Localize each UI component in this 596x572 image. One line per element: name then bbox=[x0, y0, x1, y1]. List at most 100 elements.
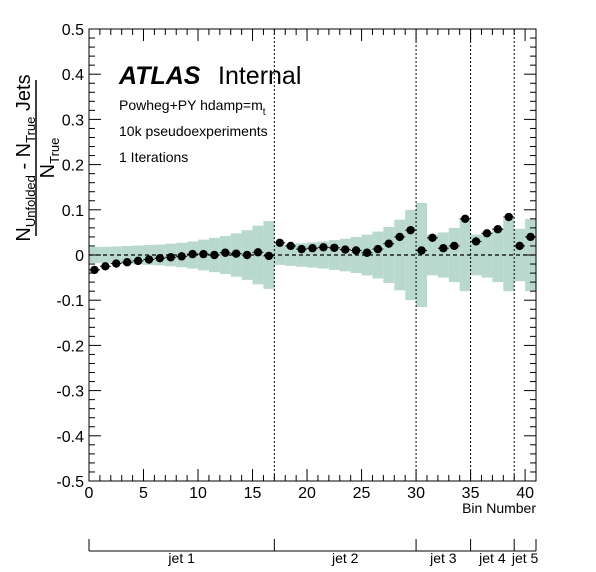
y-tick-label: 0.1 bbox=[62, 203, 84, 220]
data-point bbox=[210, 250, 219, 260]
y-tick-label: 0.5 bbox=[62, 22, 84, 39]
ylabel-denominator-true: True bbox=[47, 138, 62, 164]
data-point bbox=[482, 229, 492, 238]
uncertainty-band bbox=[459, 218, 471, 292]
data-point bbox=[341, 245, 350, 254]
x-tick-label: 30 bbox=[407, 485, 425, 502]
data-point bbox=[90, 265, 99, 275]
data-point bbox=[253, 248, 263, 257]
y-tick-label: 0 bbox=[75, 248, 84, 265]
data-point bbox=[308, 244, 317, 253]
internal-label: Internal bbox=[218, 62, 301, 90]
data-point bbox=[319, 243, 328, 252]
data-point bbox=[471, 237, 481, 246]
data-points bbox=[89, 212, 536, 275]
uncertainty-band bbox=[339, 238, 351, 272]
uncertainty-band bbox=[307, 242, 318, 268]
x-axis-title: Bin Number bbox=[462, 500, 536, 516]
data-point bbox=[122, 258, 132, 267]
x-tick-label: 10 bbox=[189, 485, 207, 502]
data-point bbox=[199, 249, 208, 259]
x-tick-label: 0 bbox=[85, 485, 94, 502]
data-point bbox=[428, 233, 437, 243]
data-point bbox=[177, 252, 186, 261]
y-tick-label: -0.5 bbox=[56, 474, 84, 491]
iterations-label: 1 Iterations bbox=[119, 149, 188, 165]
data-point bbox=[112, 259, 121, 268]
data-point bbox=[133, 256, 143, 266]
data-point bbox=[406, 225, 415, 235]
ylabel-jets: Jets bbox=[13, 74, 35, 116]
x-tick-label: 15 bbox=[244, 485, 262, 502]
data-point bbox=[373, 244, 383, 254]
svg-text:Powheg+PY hdamp=mt: Powheg+PY hdamp=mt bbox=[119, 97, 266, 118]
uncertainty-band bbox=[481, 232, 493, 278]
ylabel-unfolded: Unfolded bbox=[23, 175, 38, 227]
x-tick-label: 40 bbox=[516, 485, 534, 502]
x-axis-ticks: 0 5 10 15 20 25 30 35 40 bbox=[85, 29, 537, 502]
data-point bbox=[297, 244, 306, 254]
y-tick-label: -0.4 bbox=[56, 429, 84, 446]
group-label: jet 2 bbox=[331, 550, 359, 566]
data-point bbox=[362, 248, 372, 257]
generator-label-sub: t bbox=[263, 107, 266, 118]
x-tick-label: 25 bbox=[353, 485, 371, 502]
data-point bbox=[450, 241, 459, 251]
data-point bbox=[384, 239, 394, 248]
data-point bbox=[275, 238, 284, 247]
data-point bbox=[515, 241, 524, 251]
data-point bbox=[166, 253, 175, 262]
data-point bbox=[493, 225, 503, 234]
atlas-label: ATLAS bbox=[118, 62, 201, 90]
data-point bbox=[330, 243, 339, 252]
y-tick-label: -0.1 bbox=[56, 293, 84, 310]
y-axis-ticks: -0.5 -0.4 -0.3 -0.2 -0.1 0 0.1 0.2 0.3 0.4 0.5 bbox=[56, 22, 536, 491]
x-tick-label: 5 bbox=[139, 485, 148, 502]
data-point bbox=[395, 232, 404, 242]
y-tick-label: -0.2 bbox=[56, 338, 84, 355]
uncertainty-band bbox=[110, 246, 122, 264]
pseudoexperiments-label: 10k pseudoexperiments bbox=[119, 123, 268, 139]
ylabel-minus-n: - N bbox=[13, 143, 35, 175]
x-tick-label: 20 bbox=[298, 485, 316, 502]
jet-group-axis: jet 1 jet 2 jet 3 jet 4 jet 5 bbox=[88, 539, 539, 566]
data-point bbox=[144, 255, 154, 264]
x-tick-label: 35 bbox=[462, 485, 480, 502]
data-point bbox=[439, 244, 448, 253]
group-label: jet 4 bbox=[478, 550, 506, 566]
data-point bbox=[242, 250, 252, 260]
uncertainty-band bbox=[383, 226, 395, 284]
data-point bbox=[231, 249, 241, 258]
data-point bbox=[155, 253, 165, 263]
ylabel-true: True bbox=[23, 117, 38, 143]
uncertainty-band bbox=[437, 232, 449, 278]
svg-text:NUnfolded - NTrue Jets: NUnfolded - NTrue Jets bbox=[13, 74, 38, 241]
data-point bbox=[188, 249, 197, 259]
group-label: jet 5 bbox=[511, 550, 539, 566]
generator-label: Powheg+PY hdamp=m bbox=[119, 97, 263, 113]
group-label: jet 1 bbox=[167, 550, 195, 566]
data-point bbox=[101, 262, 110, 271]
uncertainty-band bbox=[405, 209, 417, 301]
data-point bbox=[221, 248, 230, 257]
ylabel-denominator-n: N bbox=[37, 164, 59, 178]
data-point bbox=[417, 246, 426, 255]
uncertainty-band bbox=[285, 244, 297, 266]
y-tick-label: 0.2 bbox=[62, 158, 84, 175]
data-point bbox=[504, 212, 513, 222]
ylabel-n: N bbox=[13, 227, 35, 241]
data-point bbox=[460, 214, 470, 224]
group-label: jet 3 bbox=[429, 550, 457, 566]
y-tick-label: -0.3 bbox=[56, 384, 84, 401]
y-tick-label: 0.3 bbox=[62, 112, 84, 129]
data-point bbox=[264, 251, 274, 261]
data-point bbox=[286, 241, 295, 251]
y-axis-title: NUnfolded - NTrue Jets NTrue bbox=[13, 74, 62, 241]
annotations: ATLAS Internal Powheg+PY hdamp=mt 10k ps… bbox=[118, 62, 301, 165]
uncertainty-band bbox=[503, 218, 515, 292]
data-point bbox=[351, 246, 361, 255]
y-tick-label: 0.4 bbox=[62, 67, 84, 84]
svg-text:NTrue: NTrue bbox=[37, 138, 62, 179]
